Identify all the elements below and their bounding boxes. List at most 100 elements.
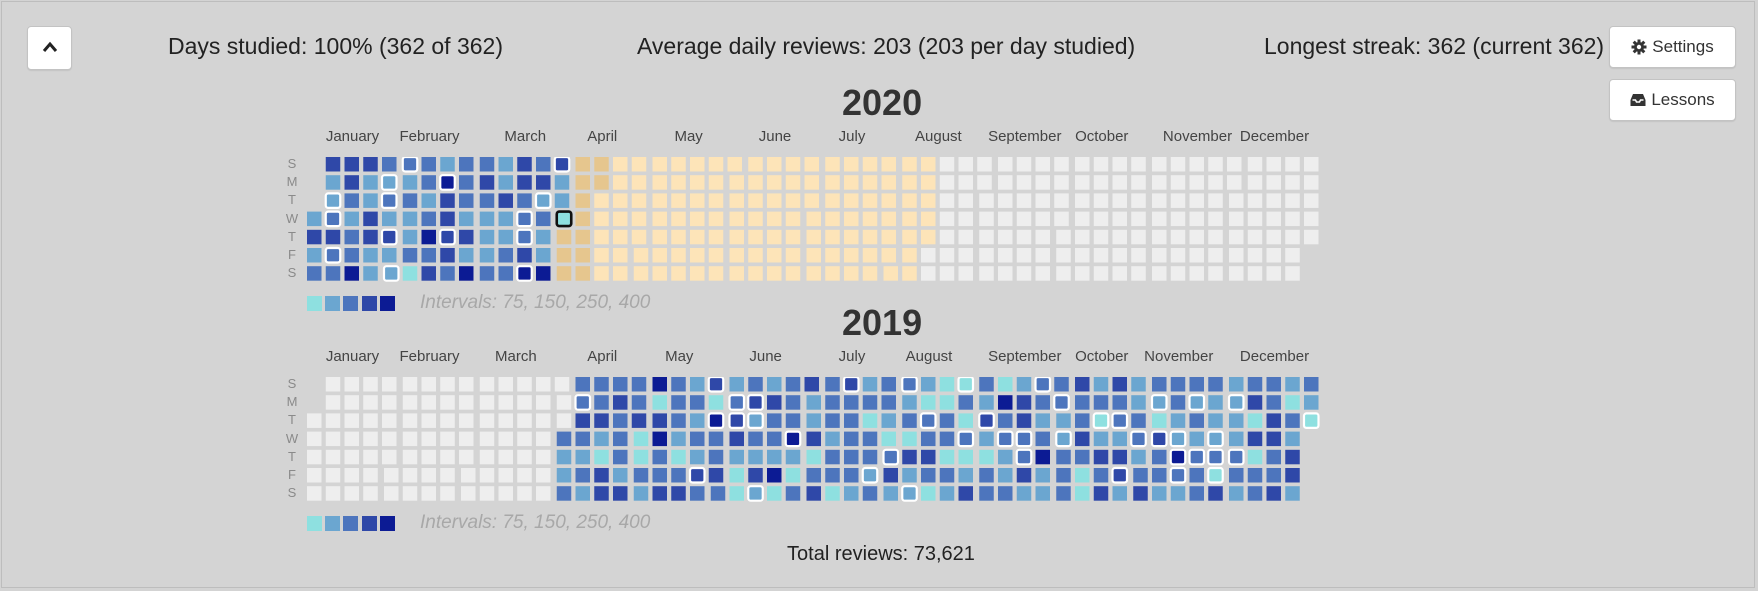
day-cell[interactable] <box>939 413 955 428</box>
day-cell[interactable] <box>1035 175 1051 190</box>
day-cell[interactable] <box>631 377 647 392</box>
day-cell[interactable] <box>748 175 763 190</box>
day-cell[interactable] <box>1075 395 1090 410</box>
day-cell[interactable] <box>671 431 686 447</box>
day-cell[interactable] <box>517 413 532 428</box>
day-cell[interactable] <box>710 486 726 501</box>
day-cell[interactable] <box>1207 448 1224 466</box>
day-cell[interactable] <box>1189 486 1205 501</box>
day-cell[interactable] <box>728 412 746 430</box>
day-cell[interactable] <box>1015 430 1033 448</box>
day-cell[interactable] <box>748 468 763 483</box>
day-cell[interactable] <box>1285 193 1300 208</box>
day-cell[interactable] <box>862 157 878 172</box>
day-cell[interactable] <box>1112 175 1128 190</box>
day-cell[interactable] <box>671 157 686 172</box>
day-cell[interactable] <box>1208 175 1223 190</box>
day-cell[interactable] <box>440 377 455 392</box>
day-cell[interactable] <box>459 193 474 208</box>
day-cell[interactable] <box>1075 449 1090 465</box>
day-cell[interactable] <box>1189 211 1205 227</box>
day-cell[interactable] <box>1035 449 1051 465</box>
day-cell[interactable] <box>421 266 437 281</box>
day-cell[interactable] <box>459 266 474 281</box>
day-cell[interactable] <box>1304 229 1319 245</box>
day-cell[interactable] <box>421 157 437 172</box>
day-cell[interactable] <box>902 395 917 410</box>
day-cell[interactable] <box>939 395 955 410</box>
day-cell[interactable] <box>498 449 514 465</box>
day-cell[interactable] <box>1131 248 1146 263</box>
day-cell[interactable] <box>979 266 994 281</box>
day-cell[interactable] <box>363 468 378 483</box>
day-cell[interactable] <box>1304 175 1319 190</box>
day-cell[interactable] <box>921 229 936 245</box>
day-cell[interactable] <box>536 229 551 245</box>
day-cell[interactable] <box>902 175 917 190</box>
day-cell[interactable] <box>1152 157 1167 172</box>
day-cell[interactable] <box>902 413 917 428</box>
day-cell[interactable] <box>517 449 532 465</box>
day-cell[interactable] <box>979 468 994 483</box>
day-cell[interactable] <box>844 211 859 227</box>
day-cell[interactable] <box>1304 211 1319 227</box>
day-cell[interactable] <box>631 211 647 227</box>
day-cell[interactable] <box>1302 412 1320 430</box>
day-cell[interactable] <box>1170 229 1186 245</box>
day-cell[interactable] <box>708 449 724 465</box>
day-cell[interactable] <box>556 449 572 465</box>
day-cell[interactable] <box>825 193 840 208</box>
day-cell[interactable] <box>804 157 820 172</box>
day-cell[interactable] <box>1056 468 1071 483</box>
day-cell[interactable] <box>1208 193 1223 208</box>
day-cell[interactable] <box>439 174 456 191</box>
day-cell[interactable] <box>998 175 1013 190</box>
day-cell[interactable] <box>708 175 724 190</box>
day-cell[interactable] <box>729 468 745 483</box>
day-cell[interactable] <box>1112 377 1128 392</box>
day-cell[interactable] <box>881 211 897 227</box>
day-cell[interactable] <box>998 157 1013 172</box>
day-cell[interactable] <box>1189 248 1205 263</box>
day-cell[interactable] <box>421 229 437 245</box>
day-cell[interactable] <box>479 486 495 501</box>
day-cell[interactable] <box>534 192 552 210</box>
day-cell[interactable] <box>1266 229 1282 245</box>
day-cell[interactable] <box>1152 248 1167 263</box>
day-cell[interactable] <box>325 395 341 410</box>
day-cell[interactable] <box>1075 266 1090 281</box>
day-cell[interactable] <box>633 248 649 263</box>
day-cell[interactable] <box>998 468 1013 483</box>
day-cell[interactable] <box>727 157 743 172</box>
day-cell[interactable] <box>652 395 668 410</box>
day-cell[interactable] <box>517 157 532 172</box>
day-cell[interactable] <box>1266 248 1282 263</box>
day-cell[interactable] <box>881 175 897 190</box>
day-cell[interactable] <box>806 431 822 447</box>
day-cell[interactable] <box>380 174 398 191</box>
day-cell[interactable] <box>652 157 668 172</box>
day-cell[interactable] <box>1112 157 1128 172</box>
day-cell[interactable] <box>708 229 724 245</box>
day-cell[interactable] <box>1093 211 1109 227</box>
day-cell[interactable] <box>613 211 628 227</box>
day-cell[interactable] <box>1075 468 1090 483</box>
day-cell[interactable] <box>1247 229 1263 245</box>
day-cell[interactable] <box>1056 266 1071 281</box>
day-cell[interactable] <box>881 431 897 447</box>
day-cell[interactable] <box>767 193 782 208</box>
day-cell[interactable] <box>517 175 532 190</box>
day-cell[interactable] <box>536 486 551 501</box>
day-cell[interactable] <box>380 192 398 210</box>
day-cell[interactable] <box>594 229 609 245</box>
day-cell[interactable] <box>440 486 455 501</box>
day-cell[interactable] <box>1208 377 1223 392</box>
day-cell[interactable] <box>785 413 801 428</box>
day-cell[interactable] <box>862 431 878 447</box>
day-cell[interactable] <box>1035 193 1051 208</box>
day-cell[interactable] <box>498 468 514 483</box>
day-cell[interactable] <box>1056 449 1071 465</box>
day-cell[interactable] <box>1093 157 1109 172</box>
day-cell[interactable] <box>1227 157 1242 172</box>
day-cell[interactable] <box>998 449 1013 465</box>
